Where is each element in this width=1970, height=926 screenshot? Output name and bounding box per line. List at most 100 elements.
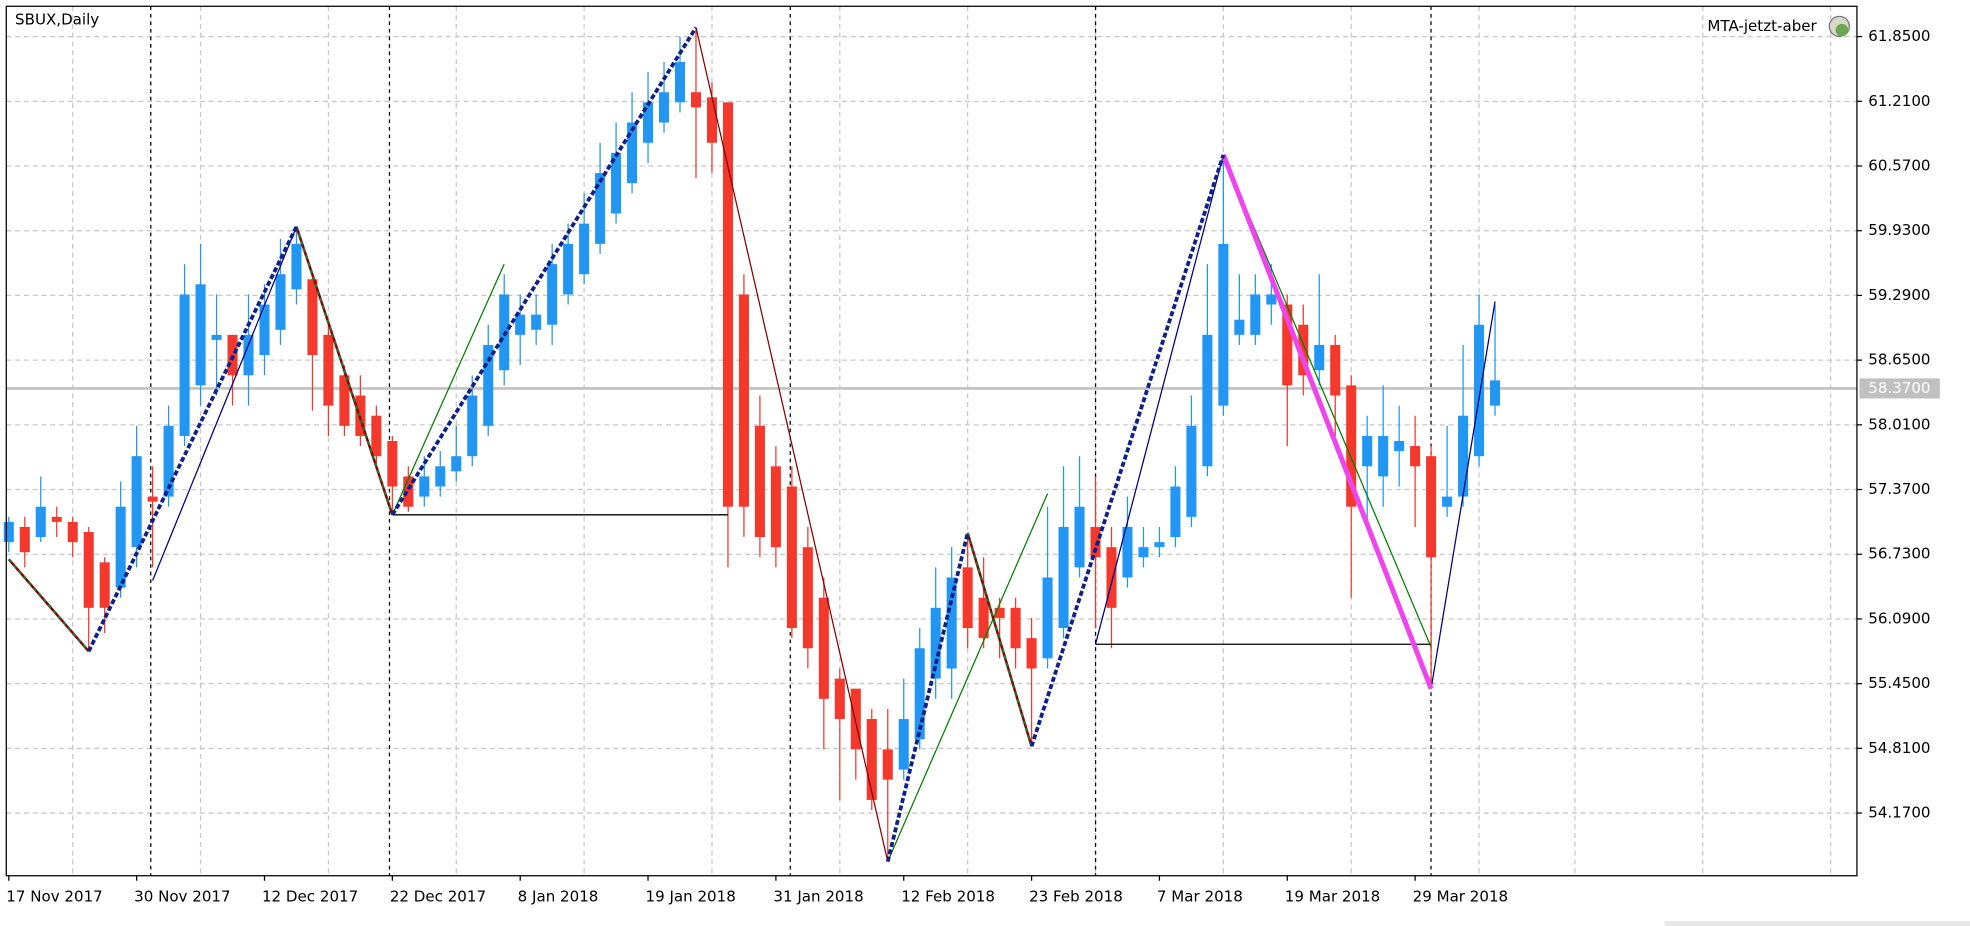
candle-body	[866, 719, 877, 800]
candle-body	[131, 456, 142, 548]
candle-body	[914, 648, 925, 740]
candle-body	[1122, 526, 1133, 578]
candle-body	[403, 476, 414, 507]
x-tick-label: 12 Dec 2017	[262, 888, 358, 906]
candle-body	[579, 223, 590, 275]
icon-dot	[1835, 23, 1849, 37]
candle-body	[643, 102, 654, 143]
candle-body	[451, 456, 462, 472]
candle-body	[690, 92, 702, 108]
candle-body	[595, 173, 606, 244]
candle-body	[67, 521, 78, 543]
candle-body	[1058, 526, 1069, 629]
candle-body	[307, 279, 318, 356]
candle-body	[339, 375, 350, 426]
candle-body	[1026, 638, 1037, 669]
x-tick-label: 29 Mar 2018	[1413, 888, 1508, 906]
candle-body	[786, 486, 797, 629]
candle-body	[275, 274, 286, 330]
zigzag-line	[1221, 153, 1434, 690]
zigzag-line	[390, 26, 698, 516]
candle-body	[706, 97, 717, 143]
candle-body	[227, 334, 238, 376]
candle-body	[1154, 542, 1165, 548]
candle-body	[962, 567, 973, 629]
candle-body	[1490, 380, 1501, 406]
candle-body	[1378, 435, 1389, 477]
candle-body	[387, 441, 398, 487]
chart-title: SBUX,Daily	[15, 11, 99, 29]
candle-body	[163, 425, 174, 497]
zigzag-line	[152, 226, 298, 581]
y-tick-label: 59.2900	[1868, 286, 1930, 304]
zigzag-line	[885, 532, 970, 863]
candle-body	[211, 334, 222, 340]
candle-body	[738, 294, 749, 507]
zigzag-line	[1430, 301, 1496, 689]
zigzag-line	[695, 27, 889, 862]
candle-body	[627, 122, 638, 184]
candle-body	[1202, 334, 1213, 467]
candle-body	[1106, 547, 1117, 608]
candle-body	[99, 562, 110, 608]
candle-body	[323, 334, 334, 406]
candle-body	[1442, 496, 1453, 507]
candle-body	[658, 92, 670, 123]
candle-body	[1266, 294, 1277, 305]
candle-body	[1362, 435, 1373, 467]
candle-body	[515, 314, 526, 335]
candle-body	[51, 516, 62, 522]
candle-body	[147, 496, 158, 502]
candle-body	[1010, 607, 1021, 649]
candle-body	[1042, 577, 1053, 659]
candle-body	[3, 521, 14, 543]
candle-body	[850, 688, 861, 750]
candle-body	[1074, 506, 1085, 568]
candle-body	[1330, 344, 1341, 396]
candle-body	[994, 607, 1005, 618]
x-tick-label: 12 Feb 2018	[901, 888, 995, 906]
candle-body	[19, 526, 30, 553]
candle-body	[1298, 324, 1309, 376]
y-tick-label: 60.5700	[1868, 157, 1930, 175]
candle-body	[754, 425, 765, 538]
candle-body	[946, 577, 957, 669]
candle-body	[818, 597, 829, 699]
zigzag-line	[887, 493, 1049, 862]
candle-body	[834, 678, 845, 720]
x-tick-label: 23 Feb 2018	[1029, 888, 1123, 906]
candle-body	[1314, 344, 1325, 371]
y-tick-label: 54.1700	[1868, 804, 1930, 822]
candle-body	[930, 607, 941, 679]
x-tick-label: 19 Jan 2018	[646, 888, 736, 906]
candle-body	[563, 243, 574, 295]
candle-body	[1250, 294, 1261, 335]
candle-body	[1346, 385, 1357, 507]
candle-body	[467, 395, 478, 457]
candle-body	[1090, 526, 1101, 558]
candle-body	[882, 749, 893, 780]
x-tick-label: 22 Dec 2017	[390, 888, 486, 906]
candle-body	[770, 466, 781, 548]
y-tick-label: 61.8500	[1868, 27, 1930, 45]
x-tick-label: 17 Nov 2017	[6, 888, 102, 906]
separators	[150, 6, 1432, 876]
candle-body	[419, 476, 430, 497]
current-price-label: 58.3700	[1868, 379, 1930, 397]
candle-body	[978, 597, 989, 639]
indicator-label: MTA-jetzt-aber	[1707, 17, 1817, 35]
candle-body	[547, 264, 558, 325]
y-tick-label: 58.0100	[1868, 415, 1930, 433]
candle-body	[1410, 446, 1421, 467]
zigzag-line	[7, 558, 90, 653]
x-tick-label: 31 Jan 2018	[773, 888, 863, 906]
candle-body	[898, 719, 909, 770]
y-tick-label: 57.3700	[1868, 480, 1930, 498]
zigzag-line	[391, 263, 505, 516]
plot-frame	[5, 5, 1858, 877]
zigzag-line	[966, 532, 1033, 747]
zigzag-line	[1029, 154, 1226, 747]
zigzag-line	[295, 226, 394, 516]
